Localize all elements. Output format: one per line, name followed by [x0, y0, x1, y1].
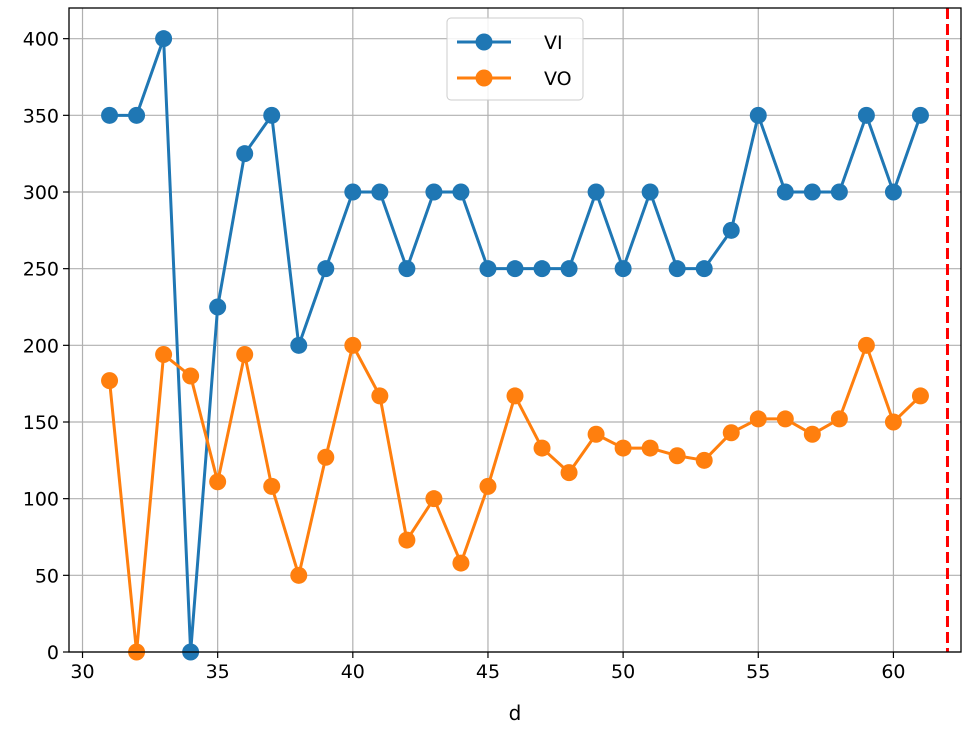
x-tick-label: 35	[206, 661, 230, 683]
data-point	[371, 183, 389, 201]
data-point	[452, 183, 470, 201]
x-tick-label: 55	[746, 661, 770, 683]
data-point	[695, 451, 713, 469]
data-point	[641, 439, 659, 457]
legend-label: VI	[544, 32, 563, 54]
data-point	[236, 346, 254, 364]
x-tick-label: 50	[611, 661, 635, 683]
legend-marker	[475, 69, 493, 87]
data-point	[560, 464, 578, 482]
data-point	[803, 183, 821, 201]
data-point	[479, 260, 497, 278]
data-point	[695, 260, 713, 278]
y-tick-label: 350	[23, 105, 59, 127]
y-tick-label: 200	[23, 335, 59, 357]
data-point	[317, 448, 335, 466]
data-point	[749, 410, 767, 428]
plot-frame	[68, 7, 962, 653]
data-point	[803, 425, 821, 443]
data-point	[857, 336, 875, 354]
data-point	[614, 260, 632, 278]
data-point	[209, 473, 227, 491]
y-tick-label: 250	[23, 259, 59, 281]
y-tick-label: 100	[23, 489, 59, 511]
data-point	[317, 260, 335, 278]
data-point	[911, 387, 929, 405]
x-tick-label: 45	[476, 661, 500, 683]
x-tick-label: 30	[70, 661, 94, 683]
data-point	[263, 106, 281, 124]
data-point	[155, 30, 173, 48]
data-point	[533, 439, 551, 457]
data-point	[884, 183, 902, 201]
data-point	[830, 410, 848, 428]
data-point	[344, 183, 362, 201]
data-point	[128, 106, 146, 124]
data-point	[722, 221, 740, 239]
data-point	[398, 531, 416, 549]
data-point	[614, 439, 632, 457]
data-point	[911, 106, 929, 124]
data-point	[290, 566, 308, 584]
y-tick-label: 300	[23, 182, 59, 204]
data-point	[533, 260, 551, 278]
axis-ticks: 30 35 40 45 50 55 60 0 50 100 150 200 250 300 350 400	[23, 29, 906, 683]
data-point	[722, 424, 740, 442]
data-point	[101, 106, 119, 124]
data-point	[398, 260, 416, 278]
data-point	[560, 260, 578, 278]
data-point	[263, 477, 281, 495]
data-point	[587, 183, 605, 201]
data-point	[425, 183, 443, 201]
data-point	[776, 183, 794, 201]
data-point	[668, 260, 686, 278]
y-tick-label: 0	[47, 642, 59, 664]
data-point	[290, 336, 308, 354]
data-point	[101, 372, 119, 390]
data-point	[641, 183, 659, 201]
data-point	[749, 106, 767, 124]
data-point	[452, 554, 470, 572]
x-tick-label: 60	[881, 661, 905, 683]
legend-marker	[475, 33, 493, 51]
data-point	[668, 447, 686, 465]
data-point	[344, 336, 362, 354]
data-point	[425, 490, 443, 508]
data-point	[182, 367, 200, 385]
x-tick-label: 40	[341, 661, 365, 683]
legend-label: VO	[544, 68, 572, 90]
y-tick-label: 400	[23, 29, 59, 51]
y-tick-label: 50	[35, 565, 59, 587]
x-axis-label: d	[509, 701, 522, 725]
data-point	[857, 106, 875, 124]
y-tick-label: 150	[23, 412, 59, 434]
data-point	[776, 410, 794, 428]
data-point	[506, 260, 524, 278]
data-point	[155, 346, 173, 364]
data-point	[236, 145, 254, 163]
data-point	[479, 477, 497, 495]
data-point	[884, 413, 902, 431]
data-point	[587, 425, 605, 443]
data-point	[830, 183, 848, 201]
series-vo	[101, 336, 929, 661]
data-point	[506, 387, 524, 405]
data-point	[209, 298, 227, 316]
legend: VI VO	[446, 17, 584, 101]
grid	[69, 8, 961, 653]
data-point	[371, 387, 389, 405]
